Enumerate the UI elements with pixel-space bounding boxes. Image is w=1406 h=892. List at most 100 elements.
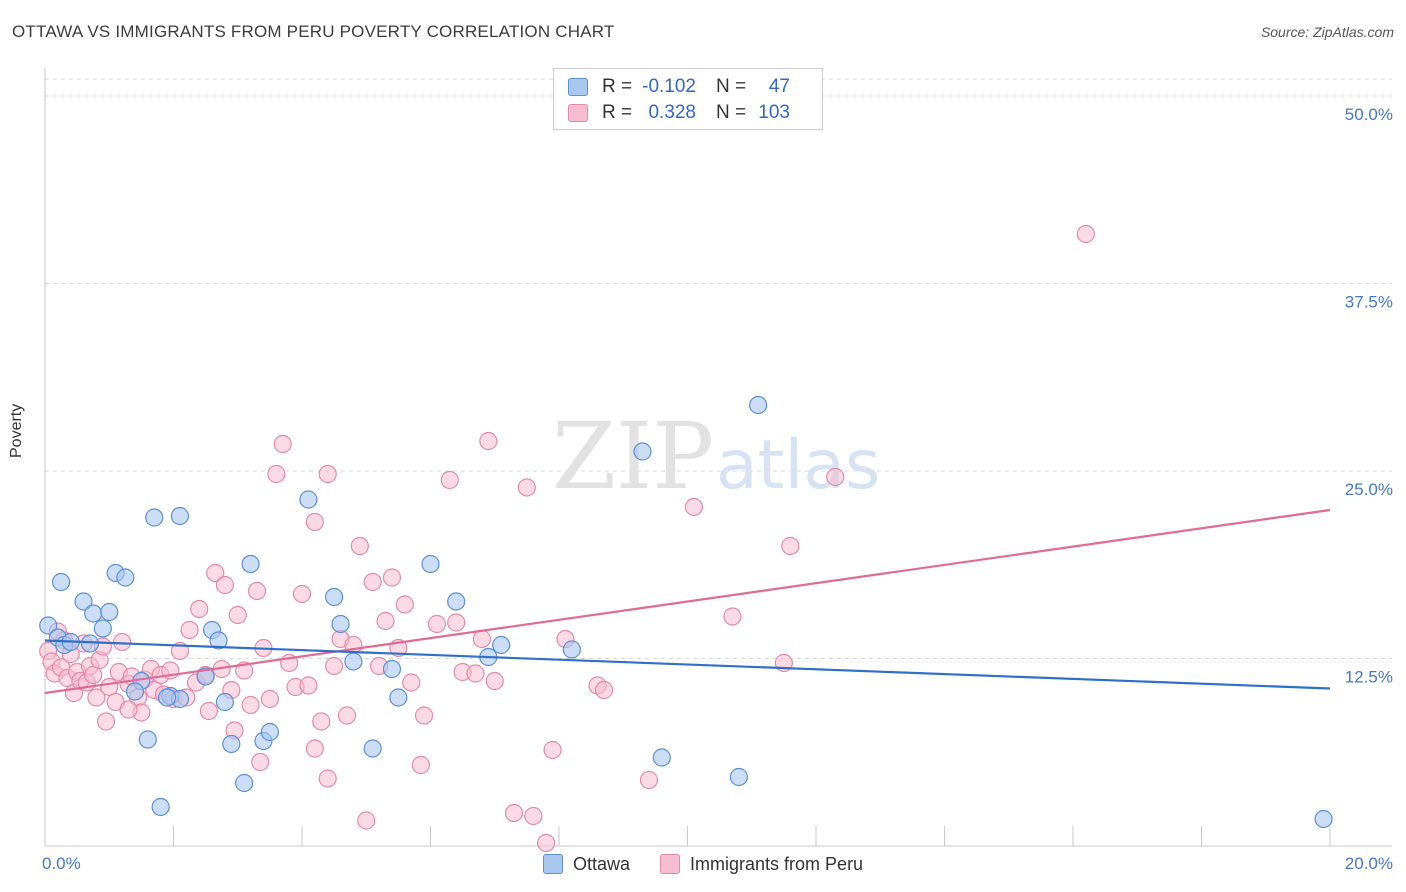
peru-point	[537, 833, 556, 853]
ottawa-point	[138, 730, 157, 749]
trend-lines	[44, 508, 1331, 695]
peru-point	[337, 706, 357, 725]
peru-point	[318, 464, 337, 484]
ottawa-point	[125, 682, 145, 701]
stats-row-peru: R = 0.328 N = 103	[568, 101, 790, 125]
peru-points	[39, 224, 1095, 853]
ottawa-point	[116, 568, 135, 587]
ottawa-points	[39, 395, 1333, 829]
stats-row-ottawa: R = -0.102 N = 47	[568, 75, 790, 99]
peru-point	[781, 536, 800, 556]
peru-point	[87, 688, 106, 707]
x-tick-label-min: 0.0%	[42, 854, 81, 873]
ottawa-point	[344, 652, 363, 671]
ottawa-point	[157, 688, 177, 707]
n-label: N =	[716, 76, 747, 97]
peru-point	[305, 739, 324, 758]
peru-point	[312, 712, 331, 731]
ottawa-point	[1314, 809, 1333, 829]
ottawa-swatch	[568, 78, 588, 96]
r-value: -0.102	[642, 76, 696, 97]
ottawa-point	[74, 592, 93, 611]
ottawa-point	[652, 748, 671, 767]
peru-point	[273, 434, 292, 454]
ottawa-point	[363, 739, 382, 758]
peru-point	[190, 599, 209, 619]
peru-point	[241, 695, 260, 715]
y-tick-label: 50.0%	[1345, 105, 1393, 124]
ottawa-point	[209, 631, 228, 650]
peru-point	[402, 673, 421, 692]
peru-point	[299, 676, 318, 695]
ottawa-point	[382, 659, 402, 679]
peru-point	[112, 632, 132, 652]
peru-point	[543, 740, 562, 760]
peru-point	[119, 700, 138, 719]
ottawa-swatch	[543, 854, 563, 874]
peru-point	[524, 806, 543, 826]
ottawa-point	[196, 667, 215, 686]
n-value: 103	[758, 102, 790, 123]
peru-point	[206, 563, 225, 583]
ottawa-point	[389, 688, 408, 707]
peru-point	[684, 497, 704, 517]
chart-title: OTTAWA VS IMMIGRANTS FROM PERU POVERTY C…	[12, 22, 615, 41]
y-tick-label: 25.0%	[1345, 480, 1393, 499]
stats-box: R = -0.102 N = 47 R = 0.328 N = 103	[553, 68, 823, 130]
legend-label-ottawa: Ottawa	[573, 853, 631, 874]
peru-point	[447, 613, 466, 632]
ottawa-point	[222, 734, 241, 754]
peru-point	[504, 803, 524, 823]
peru-point	[395, 595, 414, 614]
peru-point	[292, 584, 312, 604]
peru-point	[826, 467, 845, 487]
peru-point	[357, 811, 376, 830]
ottawa-point	[145, 508, 164, 527]
peru-point	[247, 581, 267, 601]
peru-point	[427, 614, 447, 634]
ottawa-point	[749, 395, 768, 415]
ottawa-point	[331, 614, 350, 634]
ottawa-point	[562, 640, 581, 659]
peru-point	[414, 706, 434, 725]
ottawa-point	[633, 442, 652, 461]
peru-point	[411, 755, 430, 775]
watermark-zip: ZIP	[552, 403, 714, 510]
peru-point	[96, 712, 116, 731]
n-value: 47	[768, 76, 790, 97]
ottawa-point	[39, 616, 58, 635]
legend-item-ottawa[interactable]: Ottawa	[543, 854, 630, 875]
tick-labels: 12.5% 25.0% 37.5% 50.0% 0.0% 20.0%	[42, 105, 1393, 873]
r-label: R =	[602, 76, 633, 97]
peru-point	[260, 689, 279, 709]
ottawa-trend-line	[44, 639, 1331, 690]
ottawa-point	[51, 572, 71, 592]
peru-swatch	[660, 854, 681, 874]
peru-point	[199, 701, 218, 721]
r-value: 0.328	[648, 102, 696, 123]
axis-layer	[44, 68, 1392, 847]
peru-point	[325, 656, 344, 676]
peru-point	[363, 572, 382, 592]
ottawa-point	[100, 602, 119, 622]
peru-point	[228, 605, 247, 625]
ottawa-point	[241, 554, 260, 574]
peru-point	[376, 611, 395, 631]
peru-swatch	[568, 104, 588, 122]
peru-point	[318, 769, 337, 788]
peru-point	[267, 464, 286, 484]
peru-point	[180, 620, 199, 640]
peru-trend-line	[44, 508, 1331, 695]
peru-point	[305, 512, 324, 532]
r-label: R =	[602, 102, 633, 123]
peru-point	[382, 568, 402, 587]
ottawa-point	[492, 635, 511, 655]
peru-point	[466, 664, 485, 683]
legend-item-peru[interactable]: Immigrants from Peru	[660, 854, 863, 875]
peru-point	[472, 629, 491, 649]
peru-point	[440, 470, 459, 490]
legend: Ottawa Immigrants from Peru	[543, 852, 893, 876]
n-label: N =	[716, 102, 747, 123]
watermark: ZIP atlas	[552, 403, 880, 510]
